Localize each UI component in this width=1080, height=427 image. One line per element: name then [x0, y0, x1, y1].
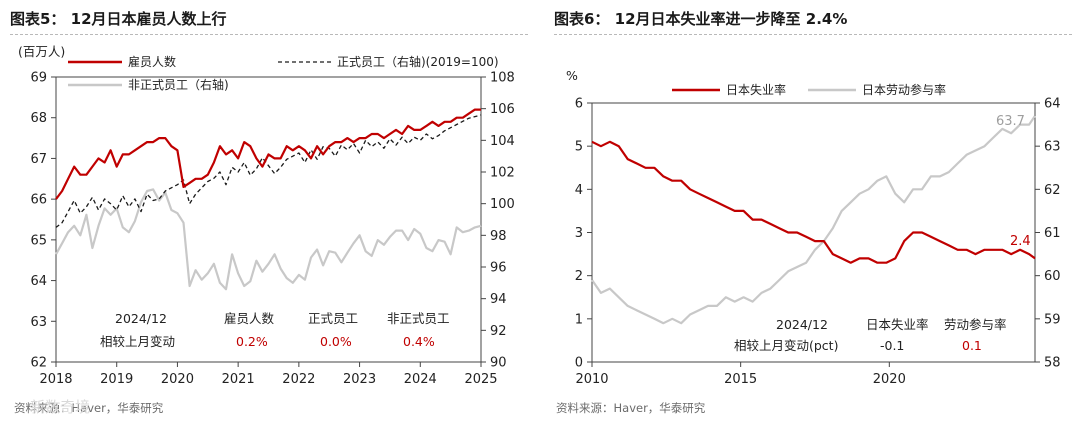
legend-label-participation: 日本劳动参与率: [862, 82, 946, 97]
series-line-0: [591, 140, 1036, 264]
legend-label-nonregular: 非正式员工（右轴): [128, 77, 229, 92]
left-chart: (百万人) 62 63 64 65 66 67 68 69 90 92 94 96 98 100 102 1…: [18, 44, 515, 416]
y-left-tick-label: 4: [575, 183, 583, 198]
y-left-tick-label: 67: [30, 152, 47, 167]
y-left-tick-label: 0: [575, 356, 583, 371]
left-table-val3: 0.4%: [403, 334, 435, 349]
y-right-tick-label: 102: [490, 166, 515, 181]
y-left-tick-label: 64: [30, 274, 47, 289]
y-left-tick-label: 69: [30, 71, 47, 86]
legend-label-employees: 雇员人数: [128, 54, 176, 69]
left-title-rule: [10, 34, 528, 35]
y-right-tick-label: 100: [490, 197, 515, 212]
left-table-date: 2024/12: [115, 311, 167, 326]
x-tick-label: 2020: [873, 372, 906, 387]
left-watermark: 新数奇境: [30, 398, 90, 416]
right-table-val1: -0.1: [880, 338, 904, 353]
left-table-val1: 0.2%: [236, 334, 268, 349]
y-right-tick-label: 98: [490, 229, 507, 244]
left-chart-title: 图表5： 12月日本雇员人数上行: [10, 10, 227, 28]
right-chart-title: 图表6： 12月日本失业率进一步降至 2.4%: [554, 10, 848, 28]
left-y-axis-right: 90 92 94 96 98 100 102 104 106 108: [481, 71, 515, 371]
right-y-unit-label: %: [566, 68, 578, 83]
left-source: 资料来源：Haver，华泰研究: [14, 401, 164, 415]
y-left-tick-label: 3: [575, 226, 583, 241]
y-right-tick-label: 58: [1044, 356, 1061, 371]
right-table-date: 2024/12: [776, 317, 828, 332]
y-right-tick-label: 60: [1044, 269, 1061, 284]
y-right-tick-label: 59: [1044, 312, 1061, 327]
left-legend: 雇员人数 正式员工（右轴)(2019=100) 非正式员工（右轴): [68, 54, 499, 92]
x-tick-label: 2018: [39, 372, 72, 387]
left-table-col1: 雇员人数: [224, 311, 275, 326]
legend-label-regular: 正式员工（右轴)(2019=100): [337, 54, 499, 69]
y-left-tick-label: 5: [575, 140, 583, 155]
y-right-tick-label: 61: [1044, 226, 1061, 241]
x-tick-label: 2023: [343, 372, 376, 387]
y-right-tick-label: 104: [490, 134, 515, 149]
right-series-group: [591, 115, 1036, 325]
left-y-axis-left: 62 63 64 65 66 67 68 69: [30, 71, 56, 371]
series-line-0: [55, 108, 481, 200]
series-line-1: [591, 115, 1036, 325]
x-tick-label: 2019: [100, 372, 133, 387]
right-chart: % 0 1 2 3 4 5 6 58 59 60 61 62 63 64 2010 2015 2020 日本…: [566, 68, 1061, 387]
right-annotation-table: 2024/12 日本失业率 劳动参与率 相较上月变动(pct) -0.1 0.1: [734, 317, 1007, 353]
x-tick-label: 2024: [404, 372, 437, 387]
right-legend: 日本失业率 日本劳动参与率: [672, 82, 946, 97]
left-table-col2: 正式员工: [308, 311, 358, 326]
right-x-axis: 2010 2015 2020: [575, 362, 906, 387]
y-left-tick-label: 66: [30, 193, 47, 208]
y-left-tick-label: 2: [575, 269, 583, 284]
y-right-tick-label: 94: [490, 292, 507, 307]
y-right-tick-label: 90: [490, 356, 507, 371]
y-right-tick-label: 64: [1044, 97, 1061, 112]
series-line-2: [55, 188, 482, 291]
left-table-rowlabel: 相较上月变动: [100, 334, 175, 349]
right-source: 资料来源：Haver，华泰研究: [556, 401, 706, 415]
value-label-participation: 63.7: [996, 114, 1025, 129]
series-line-1: [55, 114, 482, 228]
x-tick-label: 2020: [161, 372, 194, 387]
y-left-tick-label: 1: [575, 312, 583, 327]
x-tick-label: 2021: [222, 372, 255, 387]
left-annotation-table: 2024/12 雇员人数 正式员工 非正式员工 相较上月变动 0.2% 0.0%…: [100, 311, 450, 349]
right-table-col2: 劳动参与率: [944, 317, 1007, 332]
y-right-tick-label: 62: [1044, 183, 1061, 198]
legend-label-unemployment: 日本失业率: [726, 82, 786, 97]
y-left-tick-label: 62: [30, 356, 47, 371]
right-table-col1: 日本失业率: [866, 317, 929, 332]
y-right-tick-label: 92: [490, 324, 507, 339]
left-series-group: [55, 108, 482, 291]
left-x-axis: 2018 2019 2020 2021 2022 2023 2024 2025: [39, 362, 498, 387]
left-plot-frame: [55, 76, 482, 363]
y-right-tick-label: 106: [490, 102, 515, 117]
right-table-rowlabel: 相较上月变动(pct): [734, 338, 838, 353]
y-left-tick-label: 6: [575, 97, 583, 112]
x-tick-label: 2025: [464, 372, 497, 387]
left-y-unit-label: (百万人): [18, 44, 65, 59]
left-table-val2: 0.0%: [320, 334, 352, 349]
right-y-axis-left: 0 1 2 3 4 5 6: [575, 97, 592, 371]
y-left-tick-label: 63: [30, 315, 47, 330]
left-table-col3: 非正式员工: [387, 311, 450, 326]
x-tick-label: 2010: [575, 372, 608, 387]
y-right-tick-label: 96: [490, 261, 507, 276]
value-label-unemployment: 2.4: [1010, 234, 1031, 249]
right-table-val2: 0.1: [962, 338, 982, 353]
y-left-tick-label: 68: [30, 111, 47, 126]
x-tick-label: 2015: [724, 372, 757, 387]
y-left-tick-label: 65: [30, 233, 47, 248]
x-tick-label: 2022: [282, 372, 315, 387]
y-right-tick-label: 108: [490, 71, 515, 86]
right-y-axis-right: 58 59 60 61 62 63 64: [1035, 97, 1061, 371]
right-title-rule: [554, 34, 1072, 35]
y-right-tick-label: 63: [1044, 140, 1061, 155]
